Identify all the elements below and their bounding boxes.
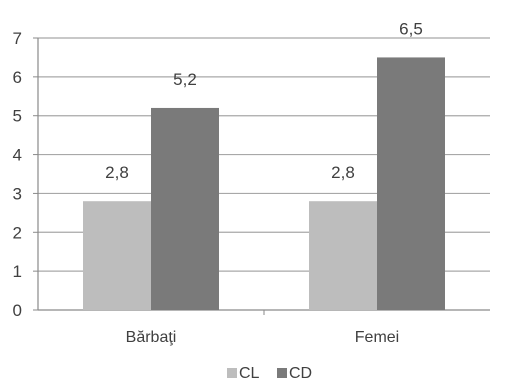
- data-label-cd-1: 6,5: [399, 19, 423, 38]
- bar-cl-0: [83, 201, 151, 310]
- y-tick-label: 0: [13, 301, 22, 320]
- y-tick-label: 6: [13, 68, 22, 87]
- legend-label-cd: CD: [289, 365, 312, 382]
- y-tick-label: 7: [13, 29, 22, 48]
- data-labels: 2,8 5,2 2,8 6,5: [105, 19, 423, 182]
- data-label-cl-1: 2,8: [331, 163, 355, 182]
- legend-label-cl: CL: [239, 365, 260, 382]
- x-category-label: Femei: [355, 329, 399, 346]
- bar-cl-1: [309, 201, 377, 310]
- data-label-cd-0: 5,2: [173, 70, 197, 89]
- legend-swatch-cd: [277, 368, 287, 378]
- bar-cd-1: [377, 57, 445, 310]
- data-label-cl-0: 2,8: [105, 163, 129, 182]
- legend-swatch-cl: [227, 368, 237, 378]
- bar-cd-0: [151, 107, 219, 310]
- x-category-label: Bărbaţi: [126, 329, 177, 346]
- y-tick-label: 3: [13, 184, 22, 203]
- legend: CL CD: [227, 365, 312, 382]
- tick-labels: 0 1 2 3 4 5 6 7 Bărbaţi Femei: [13, 29, 400, 346]
- y-tick-label: 5: [13, 107, 22, 126]
- bars: [83, 57, 445, 310]
- y-tick-label: 4: [13, 146, 22, 165]
- y-tick-label: 2: [13, 223, 22, 242]
- y-tick-label: 1: [13, 262, 22, 281]
